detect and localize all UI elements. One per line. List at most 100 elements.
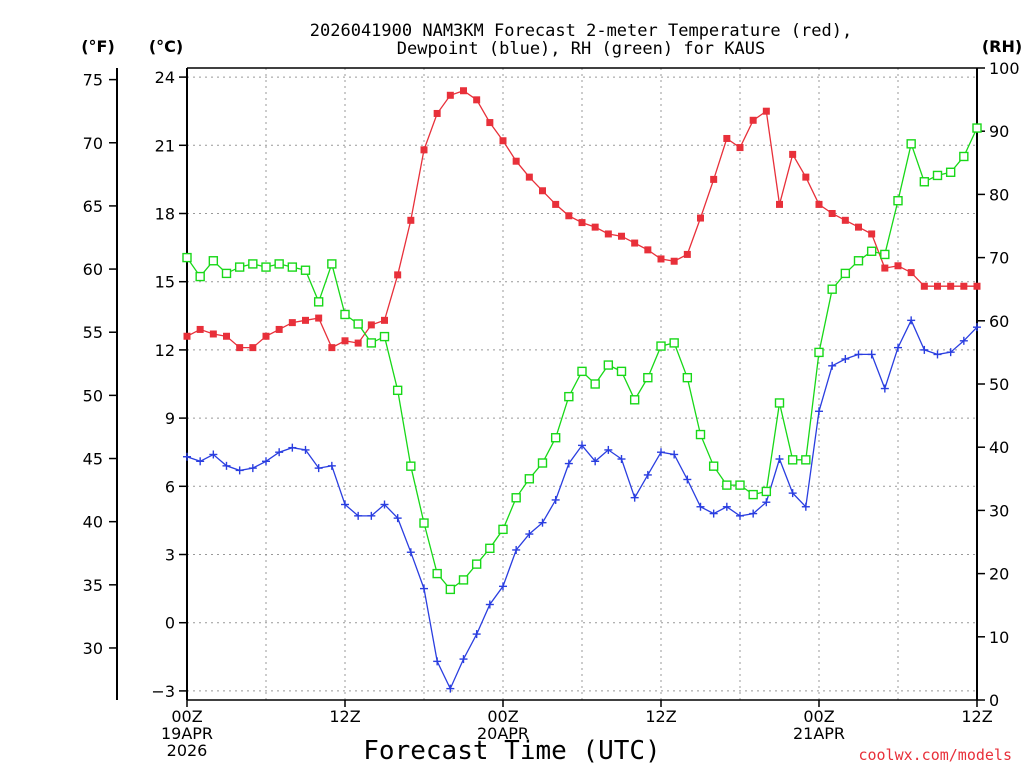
c-tick-label: 24 <box>155 68 175 87</box>
rh-point <box>814 347 824 358</box>
rh-axis-label: (RH) <box>982 37 1022 56</box>
rh-point <box>564 391 574 402</box>
temperature-point <box>815 200 823 208</box>
dewpoint-point <box>235 466 244 475</box>
temperature-point <box>275 325 283 333</box>
rh-point <box>656 341 666 351</box>
dewpoint-point <box>854 350 863 359</box>
dewpoint-point <box>380 500 389 509</box>
dewpoint-point <box>894 343 902 352</box>
rh-tick-label: 30 <box>989 501 1009 520</box>
dewpoint-point <box>630 493 639 502</box>
dewpoint-point <box>288 443 297 452</box>
temperature-point <box>828 209 836 217</box>
x-tick-label: 00Z <box>487 707 518 726</box>
c-tick-label: 0 <box>165 614 175 633</box>
rh-point <box>906 139 916 149</box>
temperature-point <box>644 246 652 254</box>
rh-point <box>682 372 693 383</box>
x-tick-label: 00Z <box>803 707 834 726</box>
x-tick-label: 2026 <box>167 741 208 760</box>
rh-point <box>801 455 811 465</box>
c-tick-label: 15 <box>155 273 175 292</box>
grid <box>187 68 977 700</box>
temperature-point <box>420 146 428 154</box>
dewpoint-point <box>696 502 705 511</box>
temperature-point <box>236 344 244 352</box>
dewpoint-point <box>525 530 534 539</box>
temperature-point <box>394 271 402 279</box>
dewpoint-point <box>367 511 376 520</box>
dewpoint-point <box>841 354 850 363</box>
x-tick-label: 20APR <box>477 724 529 743</box>
f-tick-label: 70 <box>83 134 103 153</box>
dewpoint-point <box>485 600 494 609</box>
dewpoint-point <box>788 489 797 498</box>
dewpoint-point <box>196 457 205 466</box>
dewpoint-point <box>867 350 876 359</box>
temperature-point <box>499 137 507 145</box>
dewpoint-point <box>933 350 942 359</box>
series-dewpoint <box>183 316 981 693</box>
chart-title-line1: 2026041900 NAM3KM Forecast 2-meter Tempe… <box>310 21 852 41</box>
x-tick-label: 12Z <box>329 707 360 726</box>
rh-point <box>445 584 456 595</box>
temperature-point <box>525 173 533 181</box>
temperature-point <box>367 321 375 329</box>
rh-tick-label: 100 <box>989 59 1020 78</box>
dewpoint-point <box>406 548 415 557</box>
rh-point <box>432 568 442 579</box>
rh-point <box>603 360 614 370</box>
temperature-point <box>446 91 454 99</box>
rh-point <box>419 518 429 528</box>
rh-tick-label: 20 <box>989 565 1009 584</box>
x-tick-label: 12Z <box>645 707 676 726</box>
rh-point <box>827 284 837 294</box>
rh-point <box>550 433 561 443</box>
dewpoint-point <box>880 384 889 393</box>
rh-point <box>959 151 969 162</box>
temperature-point <box>881 264 889 272</box>
dewpoint-point <box>446 684 455 693</box>
temperature-point <box>710 175 718 183</box>
c-tick-label: 12 <box>155 341 175 360</box>
temperature-point <box>578 219 586 227</box>
temperature-point <box>789 150 797 158</box>
dewpoint-point <box>301 445 310 454</box>
c-tick-label: 6 <box>165 477 175 496</box>
tick-labels: 7570656055504540353024211815129630−31009… <box>83 59 1020 760</box>
f-tick-label: 40 <box>83 513 103 532</box>
x-tick-label: 19APR <box>161 724 213 743</box>
rh-point <box>932 170 943 181</box>
rh-point <box>261 262 271 272</box>
rh-tick-label: 40 <box>989 438 1009 457</box>
temperature-point <box>512 157 520 165</box>
rh-point <box>972 123 982 133</box>
temperature-point <box>473 96 481 104</box>
dewpoint-point <box>209 450 218 459</box>
rh-point <box>774 398 785 408</box>
temperature-point <box>486 119 494 127</box>
dewpoint-point <box>275 448 284 457</box>
temperature-point <box>315 314 323 322</box>
dewpoint-point <box>749 509 758 518</box>
rh-point <box>195 271 205 282</box>
dewpoint-point <box>248 464 257 473</box>
rh-point <box>392 385 403 396</box>
temperature-point <box>604 230 612 238</box>
series <box>182 87 982 693</box>
dewpoint-point <box>920 345 929 354</box>
dewpoint-point <box>907 316 916 325</box>
f-tick-label: 45 <box>83 450 103 469</box>
c-tick-label: −3 <box>151 682 175 701</box>
axes <box>109 67 985 707</box>
dewpoint-point <box>736 511 744 520</box>
c-tick-label: 9 <box>165 409 175 428</box>
rh-point <box>787 455 798 465</box>
rh-point <box>735 480 745 490</box>
f-tick-label: 55 <box>83 323 103 342</box>
dewpoint-point <box>604 445 613 454</box>
dewpoint-point <box>551 495 560 504</box>
temperature-point <box>433 109 441 117</box>
